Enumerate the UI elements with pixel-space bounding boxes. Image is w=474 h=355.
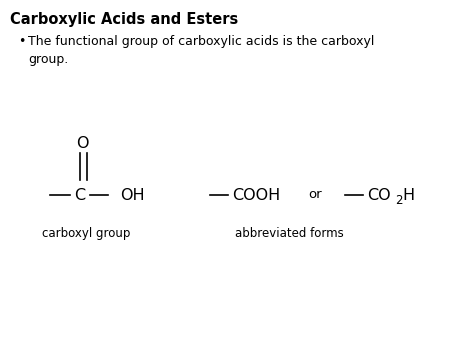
Text: CO: CO (367, 187, 391, 202)
Text: 2: 2 (395, 195, 402, 208)
Text: OH: OH (120, 187, 145, 202)
Text: Carboxylic Acids and Esters: Carboxylic Acids and Esters (10, 12, 238, 27)
Text: H: H (402, 187, 414, 202)
Text: •: • (18, 35, 26, 48)
Text: COOH: COOH (232, 187, 280, 202)
Text: carboxyl group: carboxyl group (42, 227, 130, 240)
Text: The functional group of carboxylic acids is the carboxyl
group.: The functional group of carboxylic acids… (28, 35, 374, 66)
Text: C: C (74, 187, 86, 202)
Text: O: O (76, 136, 88, 151)
Text: abbreviated forms: abbreviated forms (235, 227, 344, 240)
Text: or: or (308, 189, 322, 202)
